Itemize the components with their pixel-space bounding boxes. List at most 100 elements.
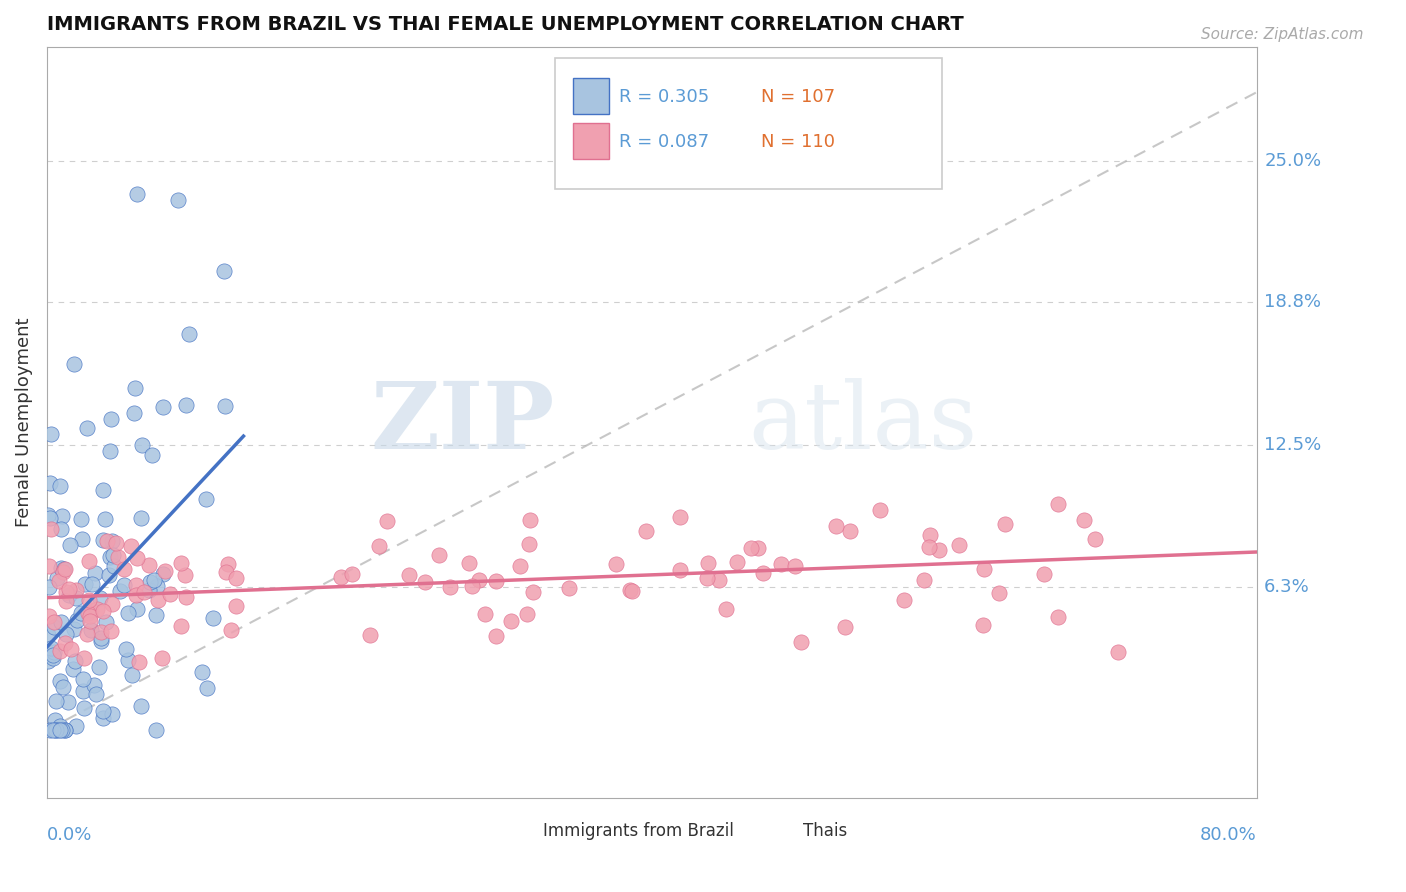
Point (122, 406, 145, 420)
Point (668, 509, 690, 524)
Point (517, 536, 540, 550)
Text: 18.8%: 18.8% (1264, 293, 1322, 310)
Point (101, 549, 124, 563)
Point (58, 588, 80, 602)
Point (714, 602, 737, 616)
Point (91, 533, 114, 548)
Text: R = 0.087: R = 0.087 (619, 133, 709, 151)
Point (112, 561, 135, 575)
Point (146, 592, 169, 607)
Point (131, 438, 153, 452)
Point (100, 533, 122, 548)
Text: R = 0.305: R = 0.305 (619, 88, 710, 106)
Point (740, 541, 762, 555)
Point (439, 580, 461, 594)
Point (41, 427, 63, 442)
Point (104, 536, 127, 550)
Point (89, 591, 111, 605)
Point (49, 644, 72, 658)
Point (77, 606, 100, 620)
Text: Immigrants from Brazil: Immigrants from Brazil (543, 822, 734, 839)
Point (76, 627, 98, 641)
Point (38, 558, 60, 573)
Point (124, 381, 146, 395)
Point (37, 628, 59, 642)
Point (994, 517, 1017, 532)
Point (214, 565, 236, 579)
Point (53, 723, 76, 737)
Point (605, 558, 627, 572)
Point (132, 585, 155, 599)
Point (201, 611, 224, 625)
Point (66, 613, 89, 627)
Point (42, 723, 65, 737)
Point (508, 559, 530, 574)
Point (195, 491, 218, 506)
Text: ZIP: ZIP (371, 377, 555, 467)
Point (709, 574, 731, 588)
Point (38, 580, 60, 594)
Point (49, 479, 72, 493)
Point (173, 567, 195, 582)
Point (329, 570, 352, 584)
FancyBboxPatch shape (501, 815, 534, 845)
Point (42, 648, 65, 662)
Point (427, 548, 450, 562)
Point (90, 625, 112, 640)
Point (212, 264, 235, 278)
Point (114, 642, 136, 657)
Point (145, 723, 167, 737)
Point (70, 606, 93, 620)
Point (53, 723, 76, 737)
Point (166, 194, 188, 208)
Text: 12.5%: 12.5% (1264, 436, 1322, 454)
Point (53, 636, 76, 650)
Point (73, 700, 96, 714)
Point (619, 583, 641, 598)
Point (725, 555, 748, 569)
Text: 0.0%: 0.0% (46, 826, 93, 844)
Point (39, 640, 62, 655)
Y-axis label: Female Unemployment: Female Unemployment (15, 318, 32, 527)
Point (100, 411, 122, 425)
Point (191, 665, 214, 680)
Point (44, 723, 66, 737)
Text: 25.0%: 25.0% (1264, 152, 1322, 169)
Point (359, 628, 381, 642)
Point (170, 556, 193, 570)
Point (214, 399, 236, 413)
Point (752, 566, 775, 581)
Point (1046, 609, 1069, 624)
Point (948, 538, 970, 552)
Point (138, 583, 160, 598)
Point (55, 561, 77, 575)
Point (52, 565, 75, 579)
Point (179, 326, 201, 341)
Point (668, 562, 690, 576)
Point (80, 576, 103, 591)
Point (620, 583, 643, 598)
Point (153, 564, 176, 578)
Point (920, 528, 942, 542)
Point (484, 574, 506, 588)
Point (107, 550, 129, 565)
Point (225, 571, 247, 585)
Point (152, 400, 174, 414)
Point (41, 651, 63, 665)
Point (972, 618, 994, 632)
Point (48, 574, 70, 588)
Point (91, 483, 114, 497)
Point (1084, 532, 1107, 546)
Point (90, 634, 112, 648)
Point (60, 641, 83, 656)
Point (129, 699, 152, 714)
Point (45, 694, 67, 708)
Point (398, 568, 420, 582)
Point (918, 540, 941, 554)
Point (39, 522, 62, 536)
Point (170, 619, 193, 633)
Point (90, 631, 112, 645)
Point (696, 556, 718, 570)
Point (101, 597, 124, 611)
Point (467, 573, 489, 587)
